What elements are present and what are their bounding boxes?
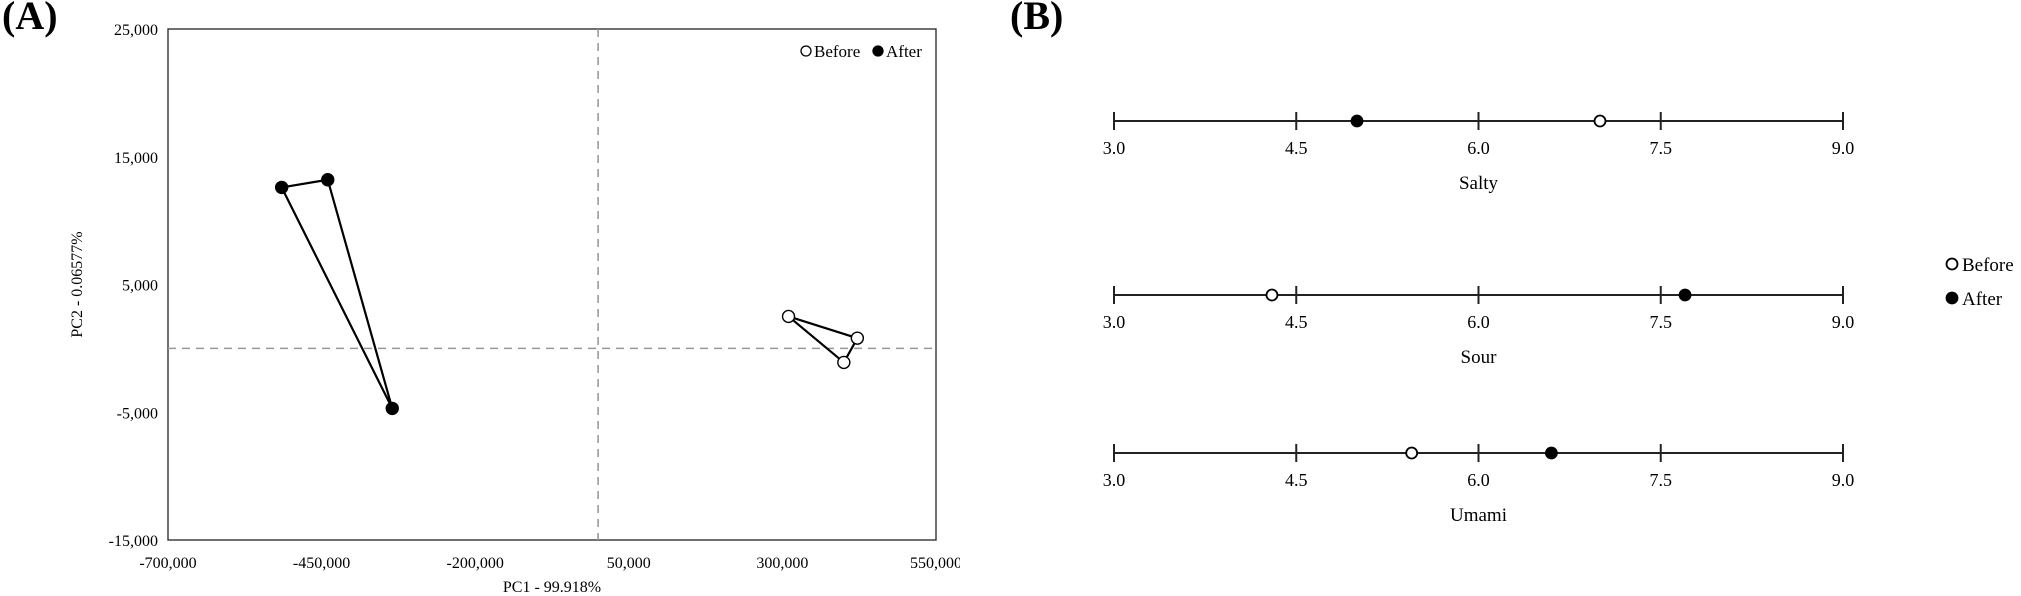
- pca-scatter-chart: -15,000 -5,000 5,000 15,000 25,000 -700,000 -4…: [69, 22, 960, 596]
- scale-tick-label: 9.0: [1832, 138, 1855, 158]
- x-tick-label: -200,000: [447, 555, 504, 572]
- data-point: [385, 401, 399, 416]
- legend-marker: [1945, 291, 1959, 305]
- scale-point: [1405, 446, 1419, 460]
- taste-intensity-chart: 3.0 4.5 6.0 7.5 9.0 Salty 3.0 4.5 6.0 7.5 9.0 Sour 3…: [1103, 112, 2014, 526]
- data-point: [837, 355, 851, 370]
- scale-tick-label: 4.5: [1285, 312, 1308, 332]
- y-tick-label: 15,000: [114, 150, 158, 167]
- scale-tick-label: 9.0: [1832, 470, 1855, 490]
- series-outline: [787, 315, 859, 364]
- x-tick-label: 300,000: [756, 555, 808, 572]
- y-tick-label: 25,000: [114, 22, 158, 39]
- data-point: [321, 173, 335, 187]
- legend-marker: [872, 45, 884, 57]
- scale-point: [1678, 288, 1692, 302]
- y-tick-label: 5,000: [122, 278, 158, 295]
- panel-a-label: (A): [2, 0, 58, 38]
- data-point: [850, 331, 865, 345]
- scale-tick-label: 7.5: [1650, 138, 1673, 158]
- data-point: [274, 180, 289, 195]
- scale-tick-label: 7.5: [1650, 312, 1673, 332]
- x-tick-label: -700,000: [139, 555, 196, 572]
- scale-tick-label: 3.0: [1103, 470, 1126, 490]
- legend-label: Before: [1962, 255, 2014, 276]
- data-point: [781, 309, 796, 324]
- legend-marker: [1945, 257, 1959, 271]
- scale-tick-label: 6.0: [1467, 138, 1490, 158]
- scale-tick-label: 3.0: [1103, 312, 1126, 332]
- scale-point: [1265, 288, 1279, 302]
- panel-b-label: (B): [1010, 0, 1064, 38]
- x-tick-label: -450,000: [293, 555, 350, 572]
- scale-category-label: Salty: [1459, 173, 1499, 194]
- scale-tick-label: 3.0: [1103, 138, 1126, 158]
- scale-point: [1350, 114, 1364, 128]
- x-tick-label: 50,000: [607, 555, 651, 572]
- scale-tick-label: 9.0: [1832, 312, 1855, 332]
- scale-tick-label: 4.5: [1285, 470, 1308, 490]
- legend-marker: [800, 45, 812, 57]
- plot-frame: [167, 28, 937, 541]
- y-tick-label: -5,000: [117, 405, 158, 422]
- y-tick-label: -15,000: [109, 533, 158, 550]
- scale-category-label: Sour: [1461, 347, 1498, 368]
- y-axis-label: PC2 - 0.06577%: [69, 231, 86, 337]
- scale-category-label: Umami: [1450, 505, 1507, 526]
- scale-tick-label: 6.0: [1467, 312, 1490, 332]
- scale-point: [1593, 114, 1607, 128]
- legend-label: Before: [814, 42, 860, 61]
- scale-tick-label: 7.5: [1650, 470, 1673, 490]
- legend-label: After: [1962, 289, 2003, 310]
- scale-tick-label: 4.5: [1285, 138, 1308, 158]
- scale-point: [1545, 446, 1558, 460]
- scale-tick-label: 6.0: [1467, 470, 1490, 490]
- x-axis-label: PC1 - 99.918%: [503, 579, 601, 596]
- x-tick-label: 550,000: [910, 555, 960, 572]
- series-outline: [280, 178, 394, 410]
- legend-label: After: [886, 42, 922, 61]
